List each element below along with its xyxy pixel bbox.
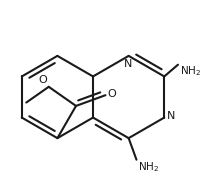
Text: NH$_2$: NH$_2$ [179, 64, 200, 78]
Text: O: O [38, 75, 47, 85]
Text: O: O [107, 89, 116, 99]
Text: N: N [123, 59, 131, 69]
Text: N: N [166, 111, 175, 121]
Text: NH$_2$: NH$_2$ [138, 161, 159, 175]
